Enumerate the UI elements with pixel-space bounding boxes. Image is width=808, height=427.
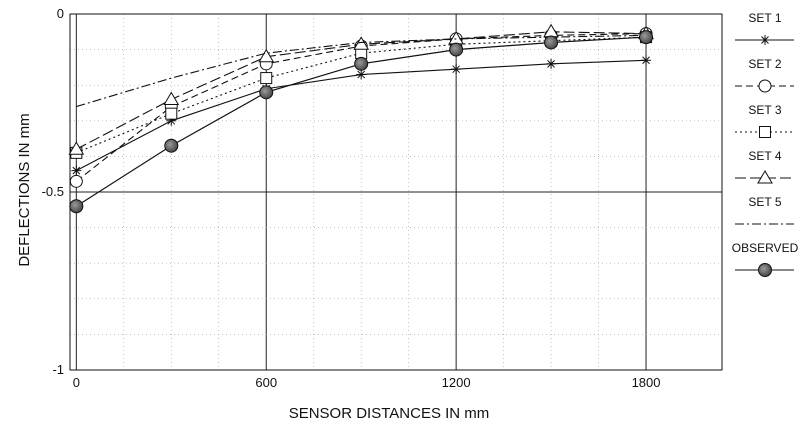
legend-item: SET 3: [735, 103, 794, 138]
legend-label: OBSERVED: [732, 241, 799, 255]
legend-marker: [759, 126, 771, 138]
axes: 0 600 1200 1800 0 -0.5 -1: [42, 6, 661, 390]
data-point: [546, 58, 557, 69]
legend: SET 1 SET 2 SET 3 SET 4 SET 5 OBSERVED: [732, 11, 799, 277]
y-tick-label: -1: [52, 362, 64, 377]
legend-marker: [758, 79, 772, 93]
legend-label: SET 1: [748, 11, 781, 25]
data-point: [451, 64, 462, 75]
series-layer: [68, 23, 654, 214]
legend-marker: [757, 170, 773, 184]
y-tick-label: -0.5: [42, 184, 64, 199]
x-tick-label: 1200: [442, 375, 471, 390]
data-point: [356, 69, 367, 80]
legend-item: OBSERVED: [732, 241, 799, 277]
plot-area: [69, 13, 723, 371]
y-axis-title: DEFLECTIONS IN mm: [16, 113, 33, 266]
data-point: [544, 35, 559, 50]
series-set-1: [71, 55, 652, 176]
data-point: [71, 165, 82, 176]
data-point: [260, 72, 273, 85]
data-point: [259, 85, 274, 100]
legend-item: SET 4: [735, 149, 794, 184]
legend-item: SET 5: [735, 195, 794, 225]
y-tick-label: 0: [57, 6, 64, 21]
data-point: [164, 138, 179, 153]
legend-marker: [760, 35, 770, 45]
legend-label: SET 3: [748, 103, 781, 117]
legend-label: SET 2: [748, 57, 781, 71]
x-axis-title: SENSOR DISTANCES IN mm: [289, 405, 490, 422]
data-point: [69, 199, 84, 214]
data-point: [354, 56, 369, 71]
x-tick-label: 600: [255, 375, 277, 390]
legend-label: SET 4: [748, 149, 781, 163]
data-point: [449, 42, 464, 57]
legend-marker: [758, 263, 772, 277]
data-point: [639, 30, 654, 45]
data-point: [163, 91, 180, 105]
legend-item: SET 2: [735, 57, 794, 93]
data-point: [165, 107, 178, 120]
data-point: [258, 48, 275, 63]
data-point: [69, 174, 83, 188]
data-point: [68, 141, 85, 155]
grid: [70, 14, 722, 370]
legend-label: SET 5: [748, 195, 781, 209]
x-tick-label: 1800: [632, 375, 661, 390]
series-observed: [69, 30, 654, 214]
data-point: [641, 55, 652, 66]
data-point: [543, 23, 559, 38]
x-tick-label: 0: [73, 375, 80, 390]
legend-item: SET 1: [735, 11, 794, 45]
